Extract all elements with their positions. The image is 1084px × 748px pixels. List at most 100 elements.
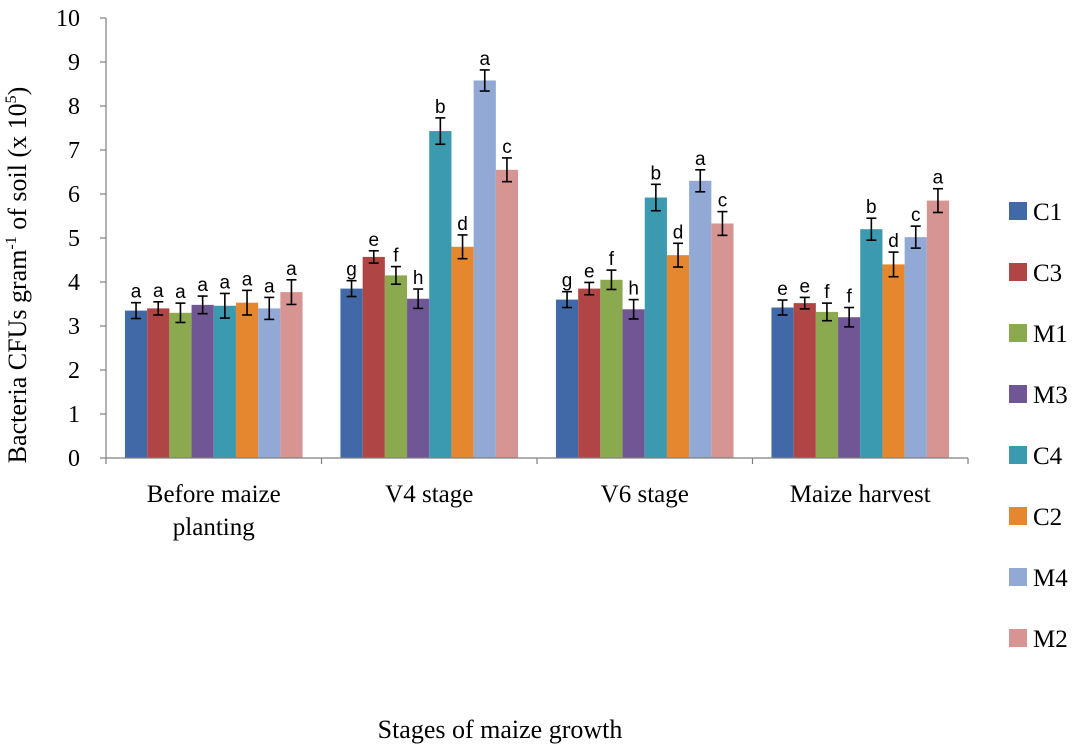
- y-axis-title-end: ): [3, 87, 32, 96]
- bar-C3-3: [578, 288, 601, 458]
- y-tick-label: 8: [68, 94, 80, 120]
- bar-M4-4: [904, 237, 927, 458]
- x-axis-title: Stages of maize growth: [378, 715, 623, 744]
- bar-C4-1: [213, 305, 236, 458]
- y-axis-title: Bacteria CFUs gram-1 of soil (x 105): [3, 87, 32, 464]
- y-axis-title-main: Bacteria CFUs gram: [3, 250, 32, 464]
- significance-letter: c: [911, 205, 921, 226]
- significance-letter: h: [628, 279, 639, 300]
- significance-letter: a: [153, 281, 164, 302]
- significance-letter: a: [175, 282, 186, 303]
- y-axis-title-mid: of soil (x 10: [3, 103, 32, 236]
- bar-C3-4: [793, 303, 816, 458]
- x-category-label: V4 stage: [385, 481, 473, 508]
- bar-C4-3: [644, 197, 667, 458]
- bar-M4-1: [258, 308, 281, 458]
- bar-C3-2: [362, 256, 385, 458]
- bar-C2-2: [451, 246, 474, 458]
- y-tick-label: 3: [68, 314, 80, 340]
- x-category-label: V6 stage: [601, 481, 689, 508]
- significance-letter: g: [562, 271, 573, 292]
- legend-swatch-M1: [1009, 324, 1027, 342]
- significance-letter: h: [413, 268, 424, 289]
- y-tick-label: 9: [68, 50, 80, 76]
- bar-C1-4: [771, 307, 794, 458]
- significance-letter: a: [264, 276, 275, 297]
- y-tick-label: 0: [68, 446, 80, 472]
- bar-C2-3: [666, 255, 690, 458]
- bar-C4-2: [429, 131, 452, 458]
- bar-M3-4: [838, 317, 861, 458]
- y-tick-label: 1: [68, 402, 80, 428]
- significance-letter: g: [346, 260, 357, 281]
- y-axis-title-sup2: 5: [3, 95, 20, 103]
- significance-letter: a: [695, 149, 706, 170]
- legend-label-M2: M2: [1033, 626, 1068, 653]
- legend-label-C3: C3: [1033, 260, 1062, 287]
- x-category-label: planting: [173, 514, 255, 541]
- legend-swatch-C2: [1009, 507, 1027, 525]
- bar-M2-1: [280, 292, 303, 458]
- legend-swatch-C3: [1009, 263, 1027, 281]
- bar-M2-2: [495, 169, 519, 459]
- x-category-label: Before maize: [147, 481, 281, 508]
- significance-letter: d: [457, 214, 468, 235]
- legend-label-C4: C4: [1033, 443, 1063, 470]
- legend-label-C2: C2: [1033, 504, 1062, 531]
- legend-swatch-C1: [1009, 202, 1027, 220]
- significance-letter: e: [368, 230, 379, 251]
- bar-C2-1: [235, 302, 259, 458]
- significance-letter: a: [286, 259, 297, 280]
- significance-letter: e: [799, 276, 810, 297]
- legend-swatch-M2: [1009, 629, 1027, 647]
- significance-letter: d: [673, 222, 684, 243]
- legend-swatch-M3: [1009, 385, 1027, 403]
- bar-M2-4: [926, 200, 950, 458]
- significance-letter: a: [479, 49, 490, 70]
- bar-M3-3: [622, 309, 645, 458]
- significance-letter: b: [651, 163, 662, 184]
- bar-M3-1: [191, 304, 214, 458]
- bar-C1-3: [555, 299, 579, 458]
- legend: C1 C3 M1 M3 C4 C2 M4 M2: [1009, 199, 1068, 653]
- significance-letter: f: [393, 246, 399, 267]
- bar-M1-3: [600, 279, 623, 458]
- bar-M4-2: [473, 80, 496, 458]
- bar-M1-1: [169, 312, 192, 458]
- bar-C1-2: [340, 288, 363, 458]
- y-tick-label: 5: [68, 226, 80, 252]
- y-tick-label: 2: [68, 358, 80, 384]
- significance-letter: d: [888, 231, 899, 252]
- significance-letter: e: [584, 261, 595, 282]
- significance-letter: a: [131, 282, 142, 303]
- significance-letter: f: [824, 282, 830, 303]
- bar-M1-4: [815, 311, 839, 458]
- significance-letter: b: [866, 197, 877, 218]
- significance-letter: a: [242, 269, 253, 290]
- significance-letter: b: [435, 97, 446, 118]
- bar-C2-4: [882, 264, 905, 458]
- significance-letter: f: [847, 287, 853, 308]
- significance-letter: c: [502, 137, 512, 158]
- significance-letter: a: [197, 275, 208, 296]
- x-category-label: Maize harvest: [790, 481, 931, 508]
- y-axis: 0 1 2 3 4 5 6 7 8 9 10: [56, 6, 107, 472]
- y-axis-title-sup1: -1: [3, 236, 20, 249]
- bar-M2-3: [711, 223, 734, 458]
- bar-M1-2: [384, 275, 408, 458]
- significance-letter: e: [777, 279, 788, 300]
- bar-C3-1: [147, 308, 170, 458]
- y-tick-label: 7: [68, 138, 80, 164]
- significance-letter: f: [609, 249, 615, 270]
- bar-C4-4: [860, 229, 883, 458]
- significance-letter: a: [933, 168, 944, 189]
- legend-label-M4: M4: [1033, 565, 1068, 592]
- legend-label-C1: C1: [1033, 199, 1062, 226]
- y-tick-label: 4: [68, 270, 80, 296]
- significance-letter: a: [220, 272, 231, 293]
- x-axis: Before maize planting V4 stage V6 stage Maiz…: [105, 457, 969, 541]
- legend-swatch-C4: [1009, 446, 1027, 464]
- bar-M3-2: [407, 298, 430, 458]
